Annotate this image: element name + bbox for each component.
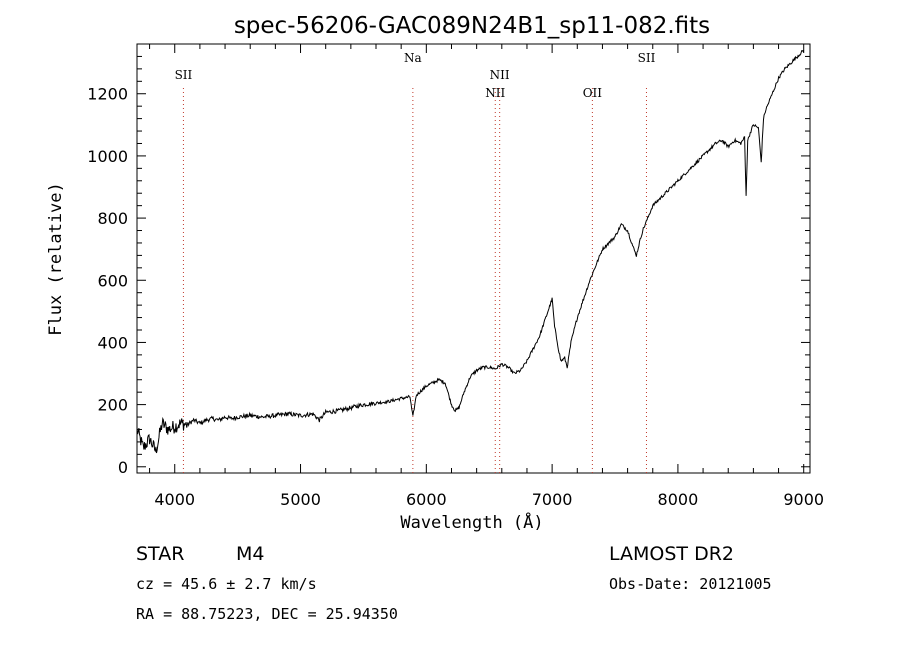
y-axis-label: Flux (relative) (46, 182, 66, 336)
chart-title: spec-56206-GAC089N24B1_sp11-082.fits (234, 13, 710, 39)
observation-date: Obs-Date: 20121005 (609, 575, 772, 593)
plot-area: 4000 5000 6000 7000 8000 9000 0 200 400 600 800 100… (87, 43, 824, 509)
line-marker-label: NII (485, 86, 505, 100)
line-marker-label: Na (404, 51, 422, 65)
x-axis-label: Wavelength (Å) (400, 511, 543, 533)
y-tick-label: 600 (97, 271, 128, 290)
x-tick-label: 8000 (658, 490, 699, 509)
x-tick-label: 9000 (783, 490, 824, 509)
y-tick-label: 400 (97, 333, 128, 352)
line-marker-label: SII (638, 51, 656, 65)
line-marker-label: NII (490, 68, 510, 82)
object-type: STAR (136, 543, 184, 565)
y-tick-label: 200 (97, 396, 128, 415)
plot-frame (136, 43, 811, 474)
x-tick-label: 5000 (280, 490, 321, 509)
x-tick-label: 6000 (406, 490, 447, 509)
redshift-value: cz = 45.6 ± 2.7 km/s (136, 575, 317, 593)
y-tick-label: 1000 (87, 147, 128, 166)
y-tick-label: 0 (118, 458, 128, 477)
y-tick-label: 1200 (87, 85, 128, 104)
y-tick-label: 800 (97, 209, 128, 228)
survey-name: LAMOST DR2 (609, 543, 734, 565)
x-tick-label: 4000 (154, 490, 195, 509)
x-tick-label: 7000 (532, 490, 573, 509)
line-marker-label: SII (175, 68, 193, 82)
spectrum-line (136, 49, 805, 454)
line-marker-label: OII (583, 86, 603, 100)
spectral-subclass: M4 (236, 543, 264, 565)
coordinates: RA = 88.75223, DEC = 25.94350 (136, 605, 398, 623)
